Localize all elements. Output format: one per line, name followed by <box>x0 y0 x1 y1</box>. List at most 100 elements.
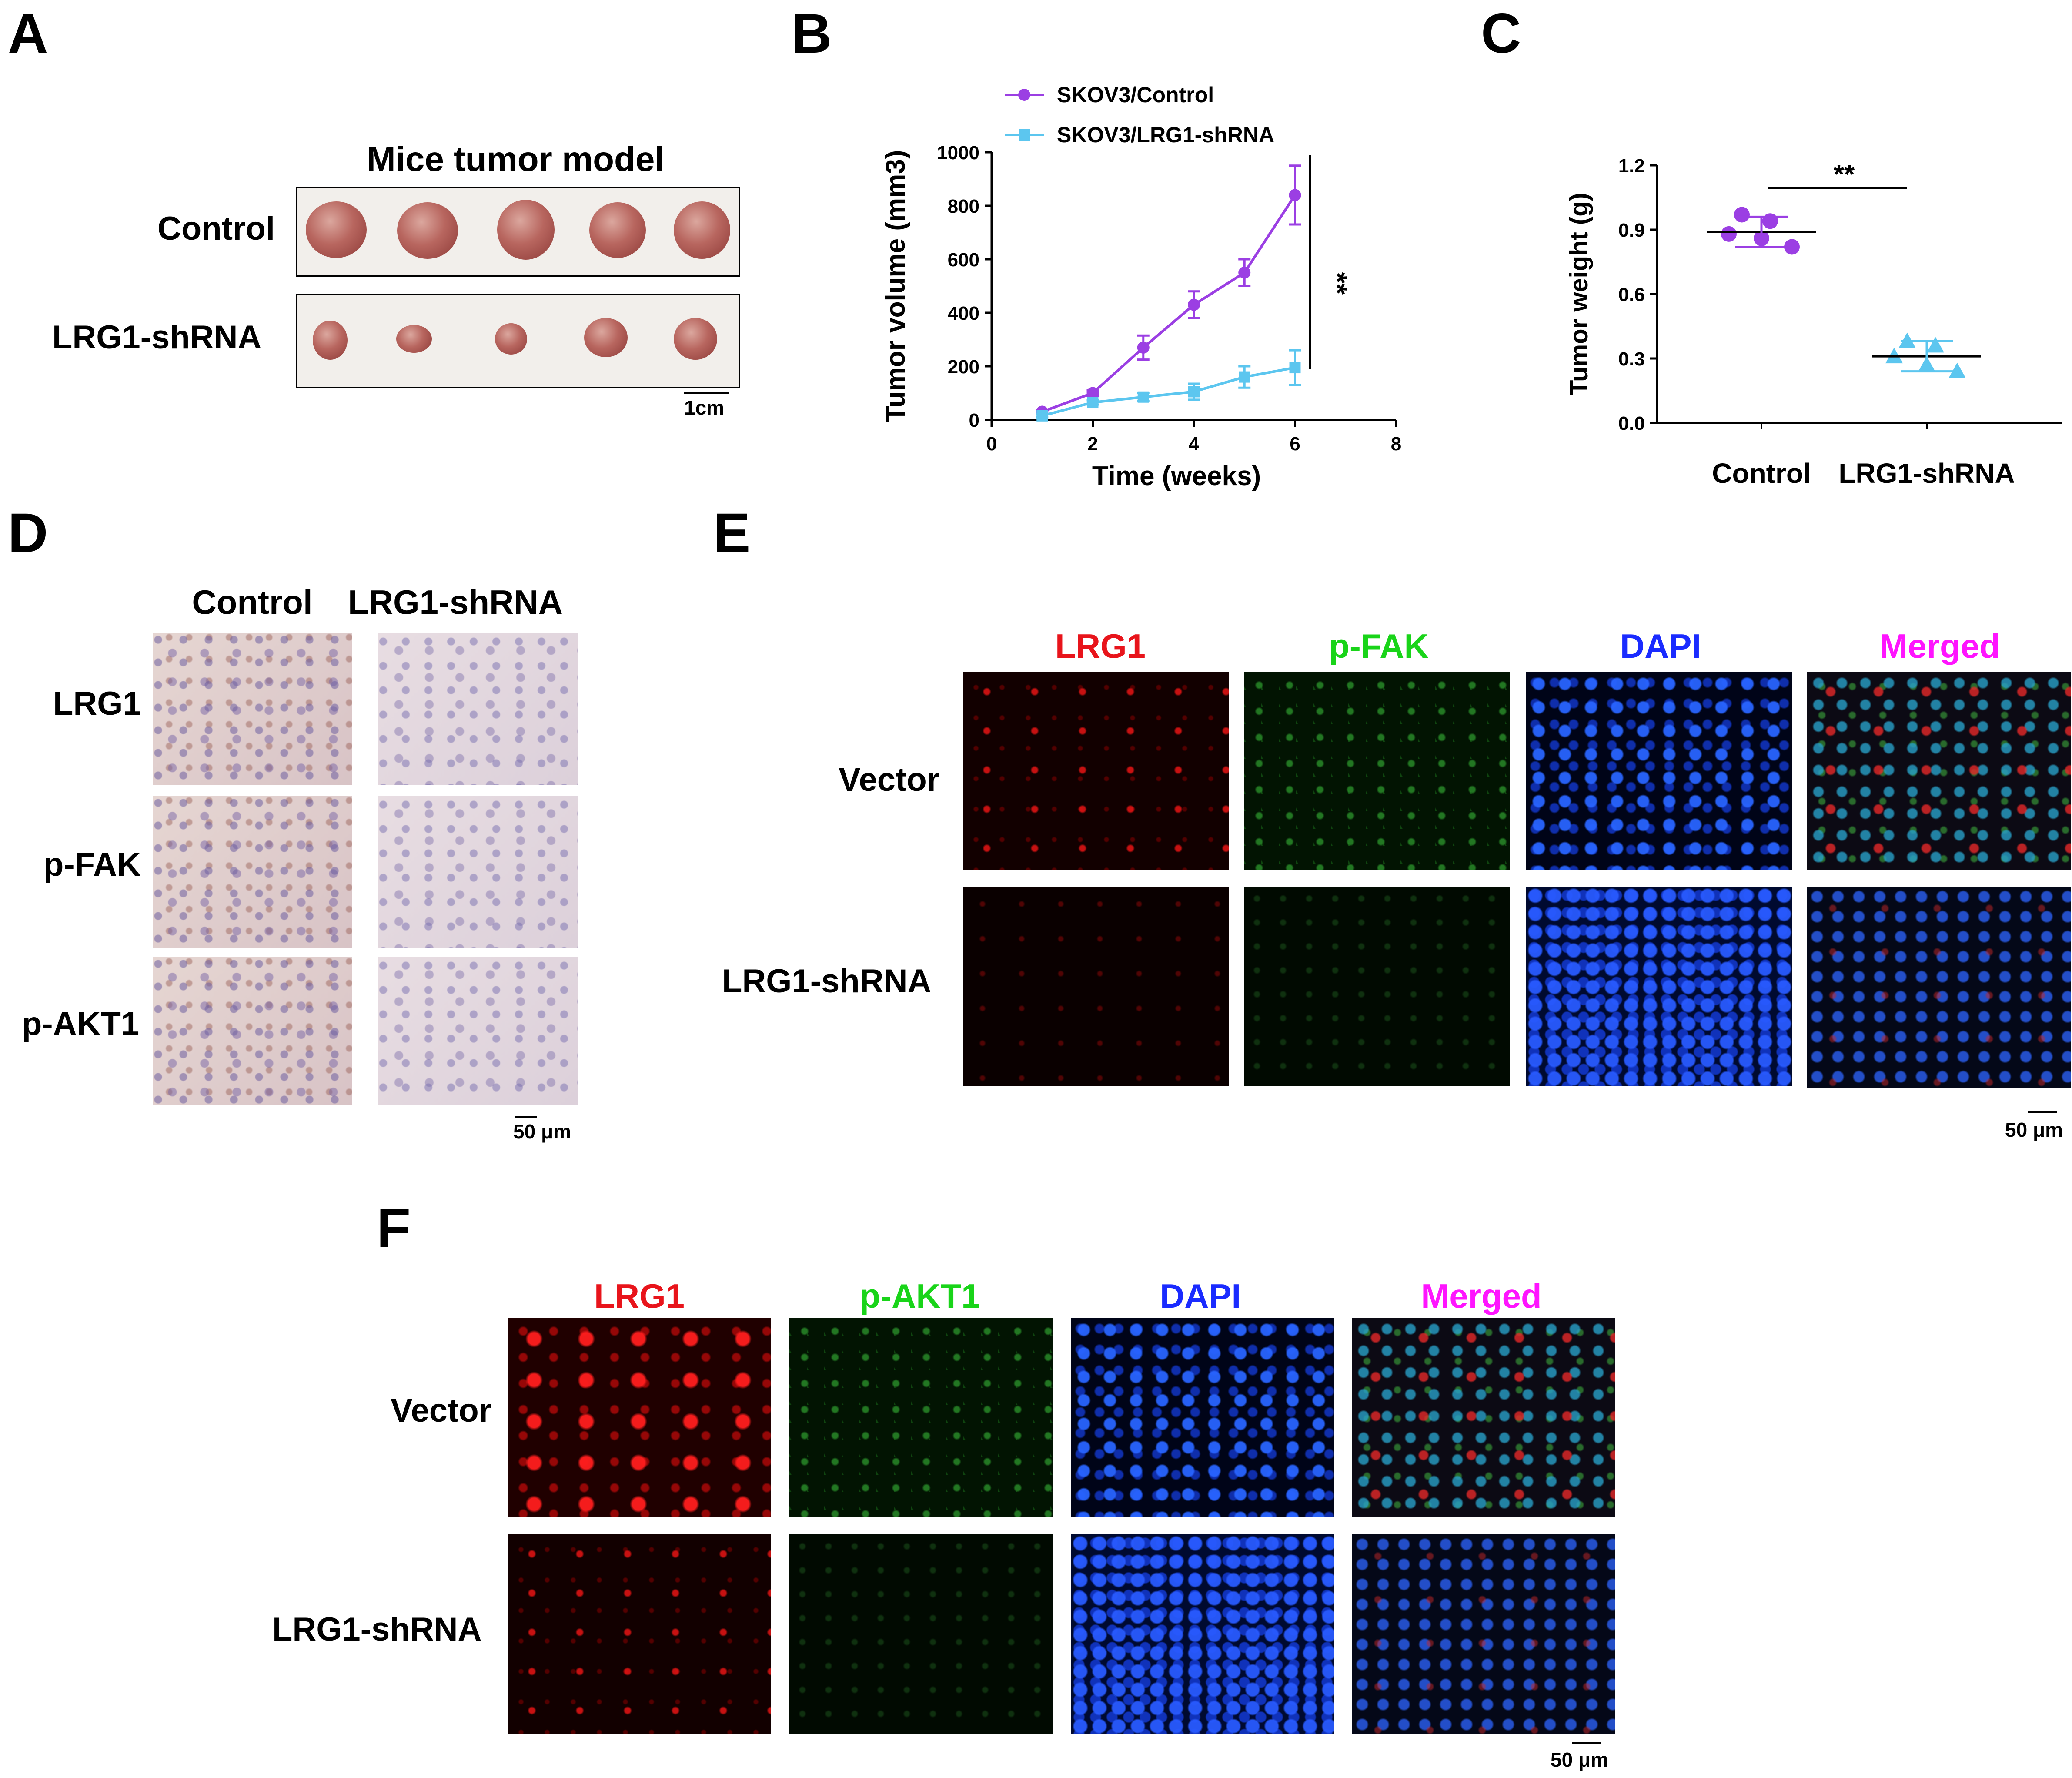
panel-d-col-control: Control <box>192 583 313 621</box>
panel-f-col-lrg1: LRG1 <box>594 1277 685 1315</box>
y-tick-label: 1.2 <box>1618 155 1645 177</box>
scale-bar <box>684 392 729 394</box>
tumor-photo-control <box>296 187 740 277</box>
panel-d-col-shrna: LRG1-shRNA <box>348 583 563 621</box>
panel-f-col-dapi: DAPI <box>1160 1277 1241 1315</box>
tumor <box>674 201 730 259</box>
tumor <box>397 202 458 259</box>
y-tick-label: 0 <box>969 410 979 431</box>
y-tick-label: 600 <box>948 249 979 271</box>
y-tick-label: 400 <box>948 303 979 324</box>
data-point <box>1239 371 1250 383</box>
if-image-vector-dapi <box>1526 672 1792 870</box>
data-point <box>1948 362 1966 378</box>
y-tick-label: 200 <box>948 356 979 378</box>
x-axis-label: Time (weeks) <box>1092 461 1261 491</box>
data-point <box>1137 391 1149 403</box>
if-image-vector-merged-f <box>1352 1318 1615 1517</box>
y-tick-label: 0.6 <box>1618 284 1645 305</box>
if-image-vector-lrg1 <box>963 672 1229 870</box>
data-point <box>1289 362 1301 374</box>
tumor-volume-chart: 0 200 400 600 800 1000 0 2 4 6 8 Time (weeks) Tumor … <box>881 83 1401 491</box>
ihc-image-shrna-pakt1 <box>378 957 578 1105</box>
ihc-image-control-lrg1 <box>153 633 352 785</box>
data-point <box>1721 226 1737 242</box>
scale-bar <box>2028 1111 2057 1113</box>
data-point <box>1762 213 1778 229</box>
tumor <box>497 200 555 260</box>
y-axis-label: Tumor volume (mm3) <box>881 150 911 422</box>
data-point <box>1188 298 1200 311</box>
tumor <box>589 202 646 258</box>
data-point <box>1289 189 1301 201</box>
tumor <box>495 323 527 355</box>
if-image-shrna-pakt1 <box>789 1534 1053 1734</box>
if-image-vector-lrg1-f <box>508 1318 771 1517</box>
if-image-vector-merged <box>1807 672 2071 870</box>
if-image-shrna-dapi-f <box>1071 1534 1334 1734</box>
if-image-shrna-lrg1 <box>963 887 1229 1086</box>
panel-e-col-dapi: DAPI <box>1620 627 1701 665</box>
data-point <box>1086 387 1099 399</box>
panel-label-c: C <box>1481 3 1521 65</box>
tumor <box>313 321 348 360</box>
x-category-label: Control <box>1712 458 1811 489</box>
x-tick-label: 2 <box>1087 433 1098 455</box>
if-image-vector-pfak <box>1244 672 1510 870</box>
data-point <box>1784 239 1800 255</box>
panel-label-d: D <box>8 502 48 564</box>
panel-a-row-shrna: LRG1-shRNA <box>52 319 262 356</box>
panel-a-scale-label: 1cm <box>684 396 725 419</box>
if-image-vector-dapi-f <box>1071 1318 1334 1517</box>
panel-d-row-lrg1: LRG1 <box>53 685 141 722</box>
scale-bar <box>515 1116 537 1118</box>
panel-e-col-merged: Merged <box>1879 627 2000 665</box>
panel-d-row-pakt1: p-AKT1 <box>22 1005 140 1042</box>
panel-e-col-lrg1: LRG1 <box>1055 627 1146 665</box>
panel-f-scale-label: 50 μm <box>1551 1748 1608 1771</box>
panel-label-e: E <box>713 502 751 564</box>
data-point <box>1087 397 1099 409</box>
y-tick-label: 0.9 <box>1618 220 1645 241</box>
if-image-shrna-dapi <box>1526 887 1792 1086</box>
panel-label-b: B <box>792 3 832 65</box>
panel-f-col-pakt1: p-AKT1 <box>859 1277 980 1315</box>
y-tick-label: 800 <box>948 196 979 217</box>
data-point <box>1927 337 1944 353</box>
panel-f-col-merged: Merged <box>1421 1277 1542 1315</box>
tumor <box>674 318 717 360</box>
if-image-shrna-lrg1-f <box>508 1534 771 1734</box>
legend-marker <box>1019 129 1030 141</box>
significance-label: ** <box>1321 272 1353 295</box>
panel-e-col-pfak: p-FAK <box>1329 627 1429 665</box>
significance-label: ** <box>1834 160 1855 190</box>
data-point <box>1238 266 1251 279</box>
panel-e-row-vector: Vector <box>839 761 940 798</box>
legend-label: SKOV3/Control <box>1057 83 1214 107</box>
panel-e-scale-label: 50 μm <box>2005 1118 2063 1141</box>
panel-f-row-vector: Vector <box>391 1392 492 1429</box>
if-image-shrna-merged-f <box>1352 1534 1615 1734</box>
data-point <box>1188 386 1200 398</box>
panel-f-row-shrna: LRG1-shRNA <box>272 1611 482 1648</box>
series-line <box>1042 366 1296 417</box>
if-image-shrna-merged <box>1807 887 2071 1088</box>
tumor <box>584 318 628 357</box>
y-tick-label: 1000 <box>937 142 979 164</box>
tumor <box>396 325 432 353</box>
tumor-weight-chart: 0.0 0.3 0.6 0.9 1.2 Control LRG1-shRNA Tumor we… <box>1565 155 2062 489</box>
y-tick-label: 0.0 <box>1618 413 1645 434</box>
panel-d-row-pfak: p-FAK <box>43 846 141 883</box>
ihc-image-control-pfak <box>153 796 352 948</box>
ihc-image-control-pakt1 <box>153 957 352 1105</box>
panel-label-a: A <box>8 3 48 65</box>
x-tick-label: 0 <box>986 433 997 455</box>
y-tick-label: 0.3 <box>1618 348 1645 370</box>
x-tick-label: 4 <box>1189 433 1200 455</box>
panel-e-row-shrna: LRG1-shRNA <box>722 963 932 1000</box>
panel-a-title: Mice tumor model <box>367 140 665 178</box>
tumor <box>306 201 367 258</box>
scale-bar <box>1572 1742 1601 1744</box>
series-line <box>1042 194 1297 413</box>
panel-a-row-control: Control <box>157 210 275 247</box>
